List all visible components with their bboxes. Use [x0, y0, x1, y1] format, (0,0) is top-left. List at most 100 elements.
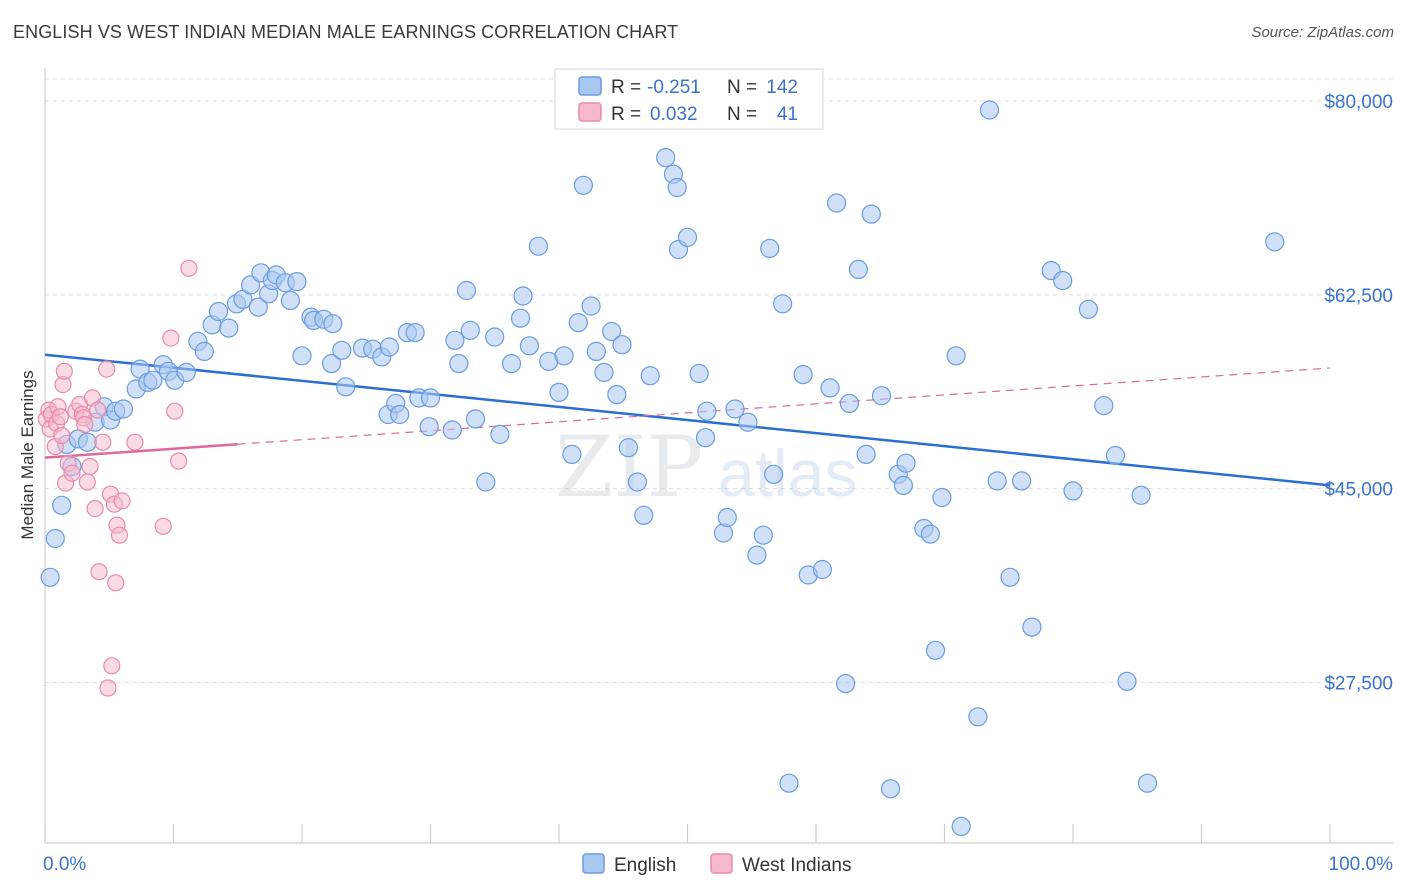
- source-credit: Source: ZipAtlas.com: [1251, 24, 1394, 41]
- series-legend: English West Indians: [582, 853, 851, 876]
- english-point: [194, 341, 214, 361]
- english-point: [951, 816, 971, 837]
- english-point: [880, 779, 901, 799]
- english-point: [772, 294, 793, 314]
- english-point: [793, 365, 813, 385]
- english-point: [738, 412, 758, 432]
- english-point: [420, 388, 441, 408]
- x-tick-labels: 0.0% 100.0%: [43, 854, 1393, 875]
- bottom-legend-swatch-west-indians: [710, 853, 733, 874]
- english-point: [208, 301, 229, 322]
- west-indian-point: [110, 526, 129, 544]
- english-point: [332, 340, 352, 360]
- english-point: [760, 238, 780, 258]
- english-point: [602, 321, 622, 342]
- english-point: [835, 673, 856, 694]
- english-point: [861, 204, 881, 224]
- english-point: [513, 286, 533, 306]
- west-indian-point: [107, 574, 125, 592]
- english-point: [280, 290, 300, 310]
- english-point: [390, 404, 410, 425]
- legend-r-label-west-indians: R =: [611, 104, 641, 125]
- english-point: [932, 487, 952, 508]
- english-point: [456, 280, 477, 301]
- y-tick-label: $27,500: [1324, 673, 1393, 694]
- y-tick-labels: $27,500 $45,000 $62,500 $80,000: [1324, 92, 1393, 694]
- chart-title: ENGLISH VS WEST INDIAN MEDIAN MALE EARNI…: [13, 22, 679, 42]
- english-point: [465, 409, 486, 429]
- english-point: [763, 464, 784, 484]
- english-point: [45, 528, 65, 549]
- english-point: [554, 346, 574, 366]
- english-point: [113, 399, 134, 419]
- english-point: [677, 227, 698, 247]
- west-indian-point: [76, 415, 94, 434]
- west-indian-point: [51, 408, 70, 426]
- english-point: [176, 362, 196, 382]
- english-point: [747, 545, 767, 565]
- english-point: [856, 444, 876, 464]
- legend-r-label-english: R =: [611, 77, 641, 98]
- english-point: [607, 385, 627, 405]
- west-indian-point: [63, 464, 81, 482]
- english-point: [460, 320, 480, 340]
- english-point: [445, 330, 465, 350]
- english-point: [779, 773, 799, 793]
- west-indian-point: [166, 402, 184, 420]
- english-point: [812, 559, 833, 580]
- english-point: [987, 471, 1007, 491]
- english-point: [925, 640, 946, 660]
- english-point: [336, 377, 356, 397]
- english-point: [449, 354, 469, 374]
- english-point: [717, 507, 737, 528]
- english-point: [292, 346, 312, 366]
- bottom-legend-label-west-indians: West Indians: [742, 855, 851, 876]
- english-point: [1053, 270, 1073, 291]
- west-indian-point: [78, 473, 97, 491]
- english-point: [476, 472, 496, 492]
- english-point: [568, 313, 588, 333]
- west-indian-point: [99, 679, 117, 697]
- english-point: [725, 399, 745, 419]
- english-point: [379, 337, 399, 357]
- english-point: [697, 401, 717, 421]
- legend-n-label-west-indians: N =: [727, 104, 757, 125]
- english-point: [839, 393, 860, 413]
- legend-n-value-english: 142: [766, 77, 798, 98]
- english-point: [528, 236, 549, 256]
- west-indian-point: [170, 452, 188, 470]
- english-point: [1000, 567, 1020, 587]
- west-indian-point: [103, 657, 121, 675]
- english-point: [968, 707, 988, 727]
- english-point: [871, 386, 892, 406]
- english-point: [946, 346, 966, 366]
- english-point: [627, 472, 648, 492]
- axes: [44, 68, 1393, 844]
- y-tick-label: $80,000: [1324, 92, 1393, 113]
- west-indian-points: [37, 259, 198, 697]
- gridlines: [45, 78, 1394, 683]
- bottom-legend-swatch-english: [582, 853, 605, 874]
- english-point: [1022, 617, 1042, 637]
- english-point: [586, 341, 606, 361]
- english-point: [143, 370, 163, 390]
- english-point: [1078, 299, 1099, 319]
- english-point: [485, 327, 505, 347]
- english-point: [219, 318, 239, 338]
- watermark-zip: ZIP: [555, 418, 703, 516]
- legend-n-label-english: N =: [727, 77, 757, 98]
- english-point: [322, 354, 342, 374]
- x-tick-label-max: 100.0%: [1329, 854, 1394, 875]
- english-point: [1105, 445, 1126, 466]
- english-point: [893, 475, 914, 495]
- west-indian-point: [94, 433, 112, 451]
- english-point: [667, 177, 687, 198]
- english-point: [248, 297, 268, 317]
- english-point: [612, 335, 632, 355]
- english-point: [442, 420, 462, 440]
- west-indian-point: [180, 259, 198, 277]
- english-point: [1137, 773, 1158, 793]
- english-point: [695, 428, 716, 448]
- english-point: [77, 432, 98, 452]
